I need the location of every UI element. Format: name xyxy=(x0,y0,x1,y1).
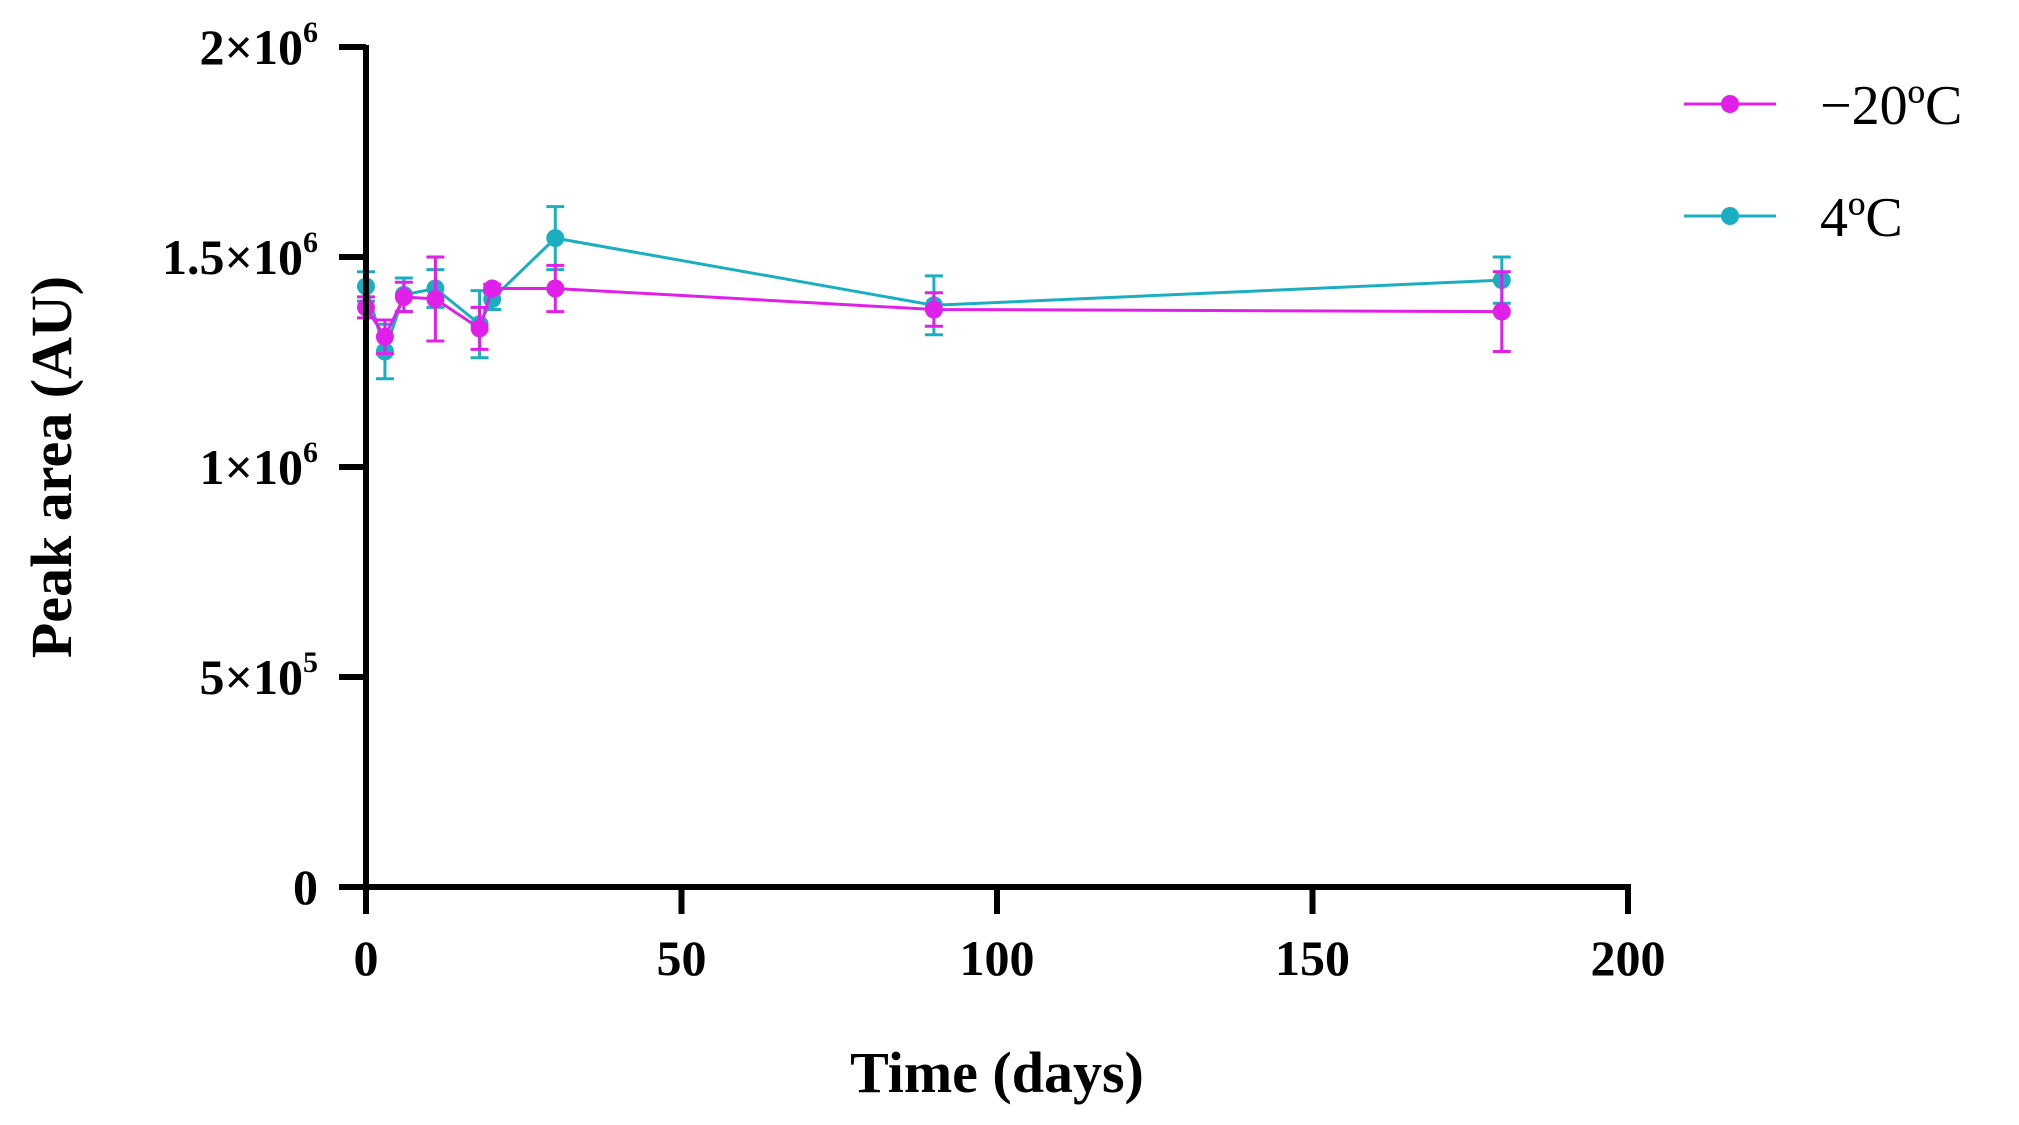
y-tick-label: 1×106 xyxy=(200,436,319,495)
data-point xyxy=(426,290,445,308)
y-axis-title: Peak area (AU) xyxy=(19,276,84,658)
labels-layer: 0 50 100 150 200 0 5×105 1×106 1.5×106 2×106 Time … xyxy=(19,16,1666,1105)
y-tick-label: 1.5×106 xyxy=(162,226,318,285)
data-point xyxy=(394,287,413,306)
y-tick-label: 0 xyxy=(293,859,318,915)
x-tick-label: 150 xyxy=(1275,930,1350,986)
legend: −20ºC 4ºC xyxy=(1684,75,1962,249)
x-tick-label: 100 xyxy=(960,930,1035,986)
series-layer xyxy=(357,205,1511,381)
data-point xyxy=(546,229,565,248)
legend-item: −20ºC xyxy=(1684,75,1962,137)
legend-item: 4ºC xyxy=(1684,187,1903,249)
x-axis-title: Time (days) xyxy=(850,1040,1144,1105)
data-point xyxy=(924,300,943,319)
y-tick-label: 2×106 xyxy=(200,16,319,75)
legend-label: 4ºC xyxy=(1820,187,1903,249)
legend-swatch-marker xyxy=(1721,95,1739,113)
data-point xyxy=(375,327,394,346)
data-point xyxy=(483,279,502,298)
axes-layer xyxy=(339,44,1631,914)
legend-swatch-marker xyxy=(1721,207,1739,225)
y-tick-label: 5×105 xyxy=(200,646,319,705)
x-tick-label: 50 xyxy=(657,930,707,986)
x-tick-label: 0 xyxy=(354,930,379,986)
legend-label: −20ºC xyxy=(1820,75,1962,137)
data-point xyxy=(546,279,565,298)
series-20-c xyxy=(357,255,1511,356)
data-point xyxy=(470,319,489,338)
x-tick-label: 200 xyxy=(1591,930,1666,986)
data-point xyxy=(1492,302,1511,321)
